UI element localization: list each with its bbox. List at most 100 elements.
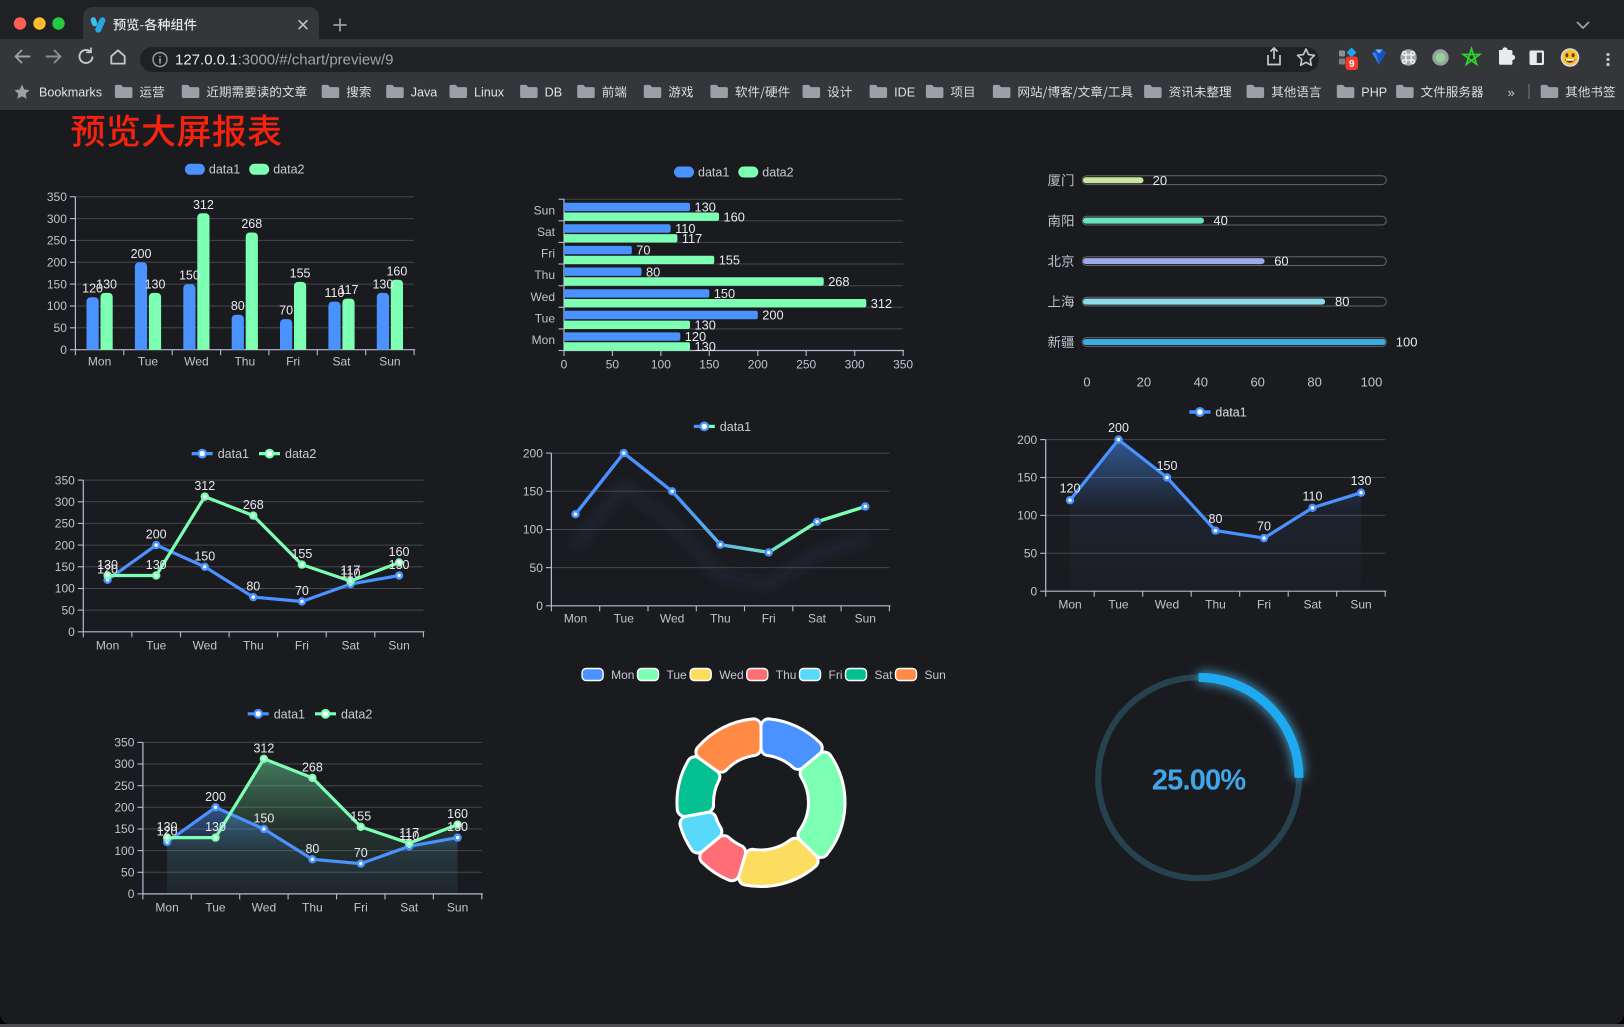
svg-text:80: 80	[231, 299, 245, 313]
svg-text:data1: data1	[1215, 406, 1246, 420]
svg-text:130: 130	[145, 277, 166, 291]
svg-text:200: 200	[1108, 421, 1129, 435]
svg-text:117: 117	[339, 283, 359, 297]
svg-text:IDE: IDE	[894, 86, 915, 100]
svg-text:80: 80	[1307, 375, 1321, 390]
svg-text:Wed: Wed	[719, 668, 743, 682]
svg-text:Mon: Mon	[532, 333, 555, 347]
svg-text:120: 120	[97, 562, 118, 576]
svg-text:Fri: Fri	[1257, 598, 1271, 612]
svg-text:50: 50	[54, 321, 68, 335]
svg-text:100: 100	[47, 299, 67, 313]
svg-text:100: 100	[55, 582, 75, 596]
svg-text:Fri: Fri	[829, 668, 843, 682]
svg-text:Tue: Tue	[138, 355, 159, 369]
svg-text:Fri: Fri	[295, 639, 309, 653]
svg-text:80: 80	[246, 580, 260, 594]
svg-text:100: 100	[1017, 509, 1037, 523]
svg-text:Sun: Sun	[925, 668, 946, 682]
svg-text:130: 130	[695, 339, 716, 354]
svg-text:100: 100	[523, 523, 543, 537]
svg-text:150: 150	[194, 549, 215, 563]
svg-text:110: 110	[341, 567, 361, 581]
svg-text:150: 150	[1157, 459, 1178, 473]
svg-text:150: 150	[253, 812, 274, 826]
svg-text:Mon: Mon	[611, 668, 634, 682]
svg-text:0: 0	[1083, 375, 1090, 390]
svg-text:data1: data1	[209, 163, 240, 177]
svg-text:150: 150	[699, 358, 719, 372]
svg-text:Fri: Fri	[354, 901, 368, 915]
svg-text:300: 300	[55, 495, 75, 509]
svg-text:data2: data2	[341, 707, 372, 721]
svg-text:312: 312	[194, 479, 215, 493]
svg-text:130: 130	[447, 820, 468, 834]
svg-text:300: 300	[47, 212, 67, 226]
svg-text:268: 268	[828, 274, 849, 289]
svg-text:250: 250	[55, 517, 75, 531]
svg-text:Sat: Sat	[875, 668, 894, 682]
svg-text:data1: data1	[274, 707, 305, 721]
svg-text:data2: data2	[762, 165, 793, 179]
svg-text:Sat: Sat	[341, 639, 360, 653]
svg-text:150: 150	[714, 286, 735, 301]
svg-text:200: 200	[205, 790, 226, 804]
svg-text:350: 350	[47, 190, 67, 204]
svg-text:data1: data1	[720, 420, 751, 434]
svg-text:Sun: Sun	[534, 203, 555, 217]
svg-text:160: 160	[386, 264, 407, 278]
svg-text:50: 50	[530, 561, 544, 575]
svg-text:Tue: Tue	[535, 311, 556, 325]
svg-text:70: 70	[636, 243, 650, 258]
svg-text:150: 150	[179, 269, 200, 283]
svg-text:Tue: Tue	[146, 639, 167, 653]
svg-text:130: 130	[205, 820, 226, 834]
svg-text:Thu: Thu	[302, 901, 323, 915]
svg-text:312: 312	[871, 296, 892, 311]
svg-text:Sat: Sat	[808, 612, 827, 626]
svg-text:110: 110	[675, 221, 695, 236]
svg-text:200: 200	[523, 446, 543, 460]
svg-text:127.0.0.1: 127.0.0.1	[175, 52, 238, 69]
svg-text:150: 150	[114, 822, 134, 836]
svg-text:120: 120	[685, 329, 706, 344]
svg-text:80: 80	[646, 264, 660, 279]
svg-text:data1: data1	[698, 165, 729, 179]
svg-text:70: 70	[279, 304, 293, 318]
svg-text:300: 300	[114, 757, 134, 771]
svg-text:Wed: Wed	[184, 355, 208, 369]
svg-text:130: 130	[146, 558, 167, 572]
svg-text:Wed: Wed	[252, 901, 276, 915]
svg-text:200: 200	[131, 247, 152, 261]
svg-text:40: 40	[1194, 375, 1208, 390]
svg-text:Mon: Mon	[96, 639, 119, 653]
svg-text:Thu: Thu	[534, 268, 555, 282]
svg-text:200: 200	[762, 308, 783, 323]
svg-text:Mon: Mon	[564, 612, 587, 626]
svg-text:130: 130	[97, 558, 118, 572]
svg-text:50: 50	[121, 866, 135, 880]
svg-text:350: 350	[55, 473, 75, 487]
svg-text:80: 80	[1209, 512, 1223, 526]
svg-text:Wed: Wed	[1155, 598, 1179, 612]
svg-text:160: 160	[447, 807, 468, 821]
svg-text:110: 110	[1303, 489, 1323, 503]
svg-text:Sun: Sun	[447, 901, 468, 915]
svg-text:120: 120	[1060, 482, 1081, 496]
svg-text:117: 117	[682, 231, 702, 246]
svg-text:150: 150	[47, 277, 67, 291]
svg-text:268: 268	[241, 217, 262, 231]
svg-text:Wed: Wed	[660, 612, 684, 626]
svg-text:100: 100	[114, 844, 134, 858]
svg-text:160: 160	[724, 209, 745, 224]
svg-text:60: 60	[1250, 375, 1264, 390]
svg-text:120: 120	[157, 825, 178, 839]
svg-text:Sun: Sun	[379, 355, 400, 369]
svg-text:40: 40	[1213, 213, 1227, 228]
svg-text:250: 250	[114, 779, 134, 793]
svg-text:Mon: Mon	[88, 355, 111, 369]
svg-text:130: 130	[695, 317, 716, 332]
svg-text:100: 100	[1396, 335, 1418, 350]
svg-text:0: 0	[536, 599, 543, 613]
svg-text:Sat: Sat	[537, 225, 556, 239]
